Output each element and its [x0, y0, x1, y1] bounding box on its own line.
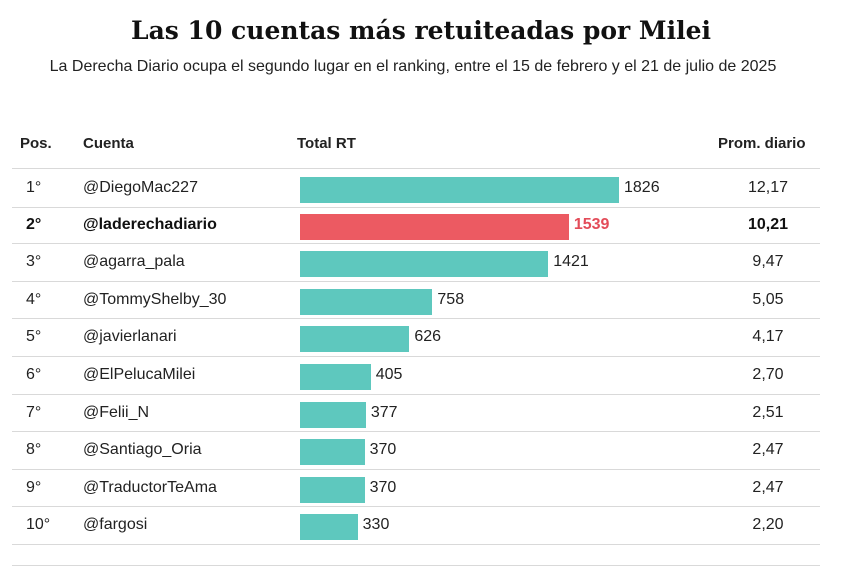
rt-value-label: 626 — [414, 328, 442, 346]
rt-bar — [300, 288, 433, 315]
rt-value-label: 758 — [437, 290, 465, 308]
daily-average: 12,17 — [747, 179, 789, 196]
table-row: 10° @fargosi 330 2,20 — [12, 506, 820, 545]
account-handle: @ElPelucaMilei — [83, 366, 196, 383]
rt-bar — [300, 476, 365, 503]
table-row: 9° @TraductorTeAma 370 2,47 — [12, 469, 820, 508]
chart-subtitle: La Derecha Diario ocupa el segundo lugar… — [49, 58, 777, 75]
daily-average: 2,47 — [752, 478, 784, 496]
rt-value-label: 1826 — [624, 179, 660, 196]
bottom-divider — [12, 565, 820, 566]
daily-average: 2,70 — [752, 366, 784, 383]
table-row: 8° @Santiago_Oria 370 2,47 — [12, 431, 820, 470]
rt-value-label: 1539 — [573, 215, 610, 233]
daily-average: 5,05 — [752, 290, 784, 308]
account-handle: @laderechadiario — [83, 215, 217, 233]
daily-average: 4,17 — [752, 328, 784, 346]
daily-average: 2,20 — [752, 516, 784, 534]
account-handle: @Felii_N — [83, 403, 150, 421]
account-handle: @DiegoMac227 — [83, 179, 198, 196]
rank-position: 5° — [26, 328, 42, 346]
rt-bar — [300, 251, 549, 278]
rt-value-label: 377 — [370, 403, 398, 421]
table-row: 6° @ElPelucaMilei 405 2,70 — [12, 356, 820, 395]
table-row: 1° @DiegoMac227 1826 12,17 — [12, 168, 820, 208]
rt-bar — [300, 177, 619, 203]
rt-value-label: 405 — [375, 366, 403, 383]
rt-bar — [300, 439, 365, 466]
rank-position: 3° — [26, 253, 42, 271]
table-row: 3° @agarra_pala 1421 9,47 — [12, 243, 820, 282]
rank-position: 10° — [26, 516, 51, 534]
column-header-prom: Prom. diario — [718, 135, 806, 152]
table-row: 4° @TommyShelby_30 758 5,05 — [12, 281, 820, 320]
account-handle: @javierlanari — [83, 328, 177, 346]
rank-position: 1° — [26, 179, 42, 196]
account-handle: @agarra_pala — [83, 253, 185, 271]
rt-value-label: 370 — [369, 441, 397, 459]
rt-value-label: 1421 — [553, 253, 589, 271]
daily-average: 2,47 — [752, 441, 784, 459]
rt-bar — [300, 326, 410, 353]
account-handle: @TommyShelby_30 — [83, 290, 227, 308]
daily-average: 10,21 — [747, 215, 789, 233]
column-header-total: Total RT — [297, 135, 356, 152]
chart-title: Las 10 cuentas más retuiteadas por Milei — [131, 16, 711, 45]
account-handle: @fargosi — [83, 516, 148, 534]
rt-value-label: 370 — [369, 478, 397, 496]
rank-position: 8° — [26, 441, 42, 459]
rt-bar — [300, 401, 366, 428]
table-row: 7° @Felii_N 377 2,51 — [12, 394, 820, 433]
column-header-pos: Pos. — [20, 135, 52, 152]
rt-bar — [300, 364, 371, 390]
rank-position: 4° — [26, 290, 42, 308]
table-row: 2° @laderechadiario 1539 10,21 — [12, 206, 820, 245]
column-header-cuenta: Cuenta — [83, 135, 134, 152]
rank-position: 9° — [26, 478, 42, 496]
account-handle: @TraductorTeAma — [83, 478, 217, 496]
daily-average: 9,47 — [752, 253, 784, 271]
rank-position: 2° — [26, 215, 42, 233]
rt-value-label: 330 — [362, 516, 390, 534]
table-row: 5° @javierlanari 626 4,17 — [12, 318, 820, 357]
rt-bar — [300, 213, 569, 240]
rt-bar — [300, 514, 358, 541]
rank-position: 7° — [26, 403, 42, 421]
account-handle: @Santiago_Oria — [83, 441, 202, 459]
daily-average: 2,51 — [752, 403, 784, 421]
rank-position: 6° — [26, 366, 42, 383]
